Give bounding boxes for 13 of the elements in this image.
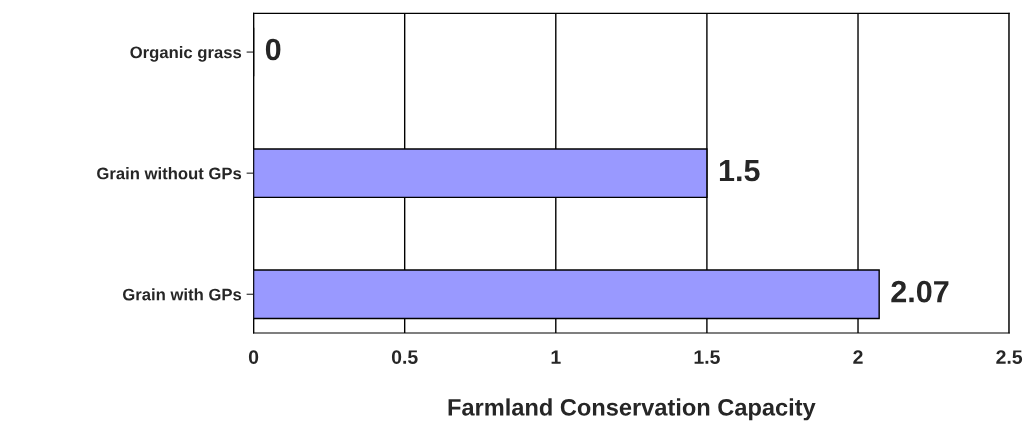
data-label: 0 bbox=[265, 38, 281, 61]
data-label: 1.5 bbox=[719, 160, 760, 182]
y-tick-label: Grain without GPs bbox=[97, 167, 242, 180]
x-axis-title: Farmland Conservation Capacity bbox=[448, 398, 816, 421]
x-tick-label: 2.5 bbox=[996, 350, 1023, 364]
y-tick-label: Grain with GPs bbox=[122, 288, 242, 301]
x-tick-label: 0.5 bbox=[391, 350, 418, 364]
x-tick-label: 0 bbox=[248, 350, 259, 364]
x-tick-label: 2 bbox=[853, 350, 863, 364]
x-tick-label: 1.5 bbox=[694, 350, 720, 364]
y-tick-label: Organic grass bbox=[130, 46, 242, 62]
x-tick-label: 1 bbox=[551, 350, 561, 364]
data-label: 2.07 bbox=[891, 280, 949, 303]
